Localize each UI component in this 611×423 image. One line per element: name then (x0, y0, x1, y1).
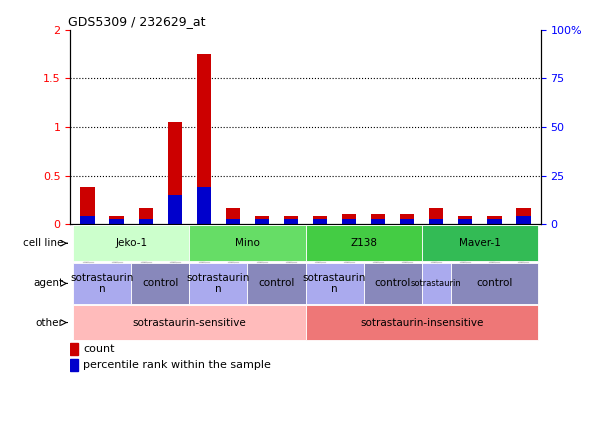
Bar (306, 225, 422, 261)
Bar (70, 359, 78, 371)
Bar (109, 217, 124, 224)
Text: GSM1044974: GSM1044974 (373, 226, 382, 286)
Bar (458, 217, 472, 224)
Text: GSM1044972: GSM1044972 (287, 226, 296, 286)
Bar (139, 220, 153, 224)
Bar (429, 208, 444, 224)
Text: GSM1044969: GSM1044969 (112, 226, 121, 287)
Bar (167, 195, 182, 224)
Text: control: control (476, 278, 513, 288)
Text: GSM1044981: GSM1044981 (461, 226, 470, 287)
Bar (400, 220, 414, 224)
Text: GSM1044978: GSM1044978 (490, 226, 499, 287)
Bar (458, 220, 472, 224)
Text: GSM1044966: GSM1044966 (141, 226, 150, 287)
Text: GSM1044979: GSM1044979 (432, 226, 441, 287)
Bar (70, 343, 78, 355)
Text: GSM1044968: GSM1044968 (170, 226, 179, 287)
Text: GSM1044971: GSM1044971 (199, 226, 208, 287)
Bar (73, 225, 189, 261)
Bar (342, 220, 356, 224)
Text: GSM1044977: GSM1044977 (345, 226, 354, 287)
Text: GDS5309 / 232629_at: GDS5309 / 232629_at (68, 16, 205, 28)
Bar (313, 220, 327, 224)
Text: GSM1044967: GSM1044967 (83, 226, 92, 287)
Bar (284, 217, 298, 224)
Bar (73, 263, 131, 304)
Bar (306, 305, 538, 340)
Bar (225, 208, 240, 224)
Bar (197, 187, 211, 224)
Bar (342, 214, 356, 224)
Text: agent: agent (34, 278, 64, 288)
Text: Z138: Z138 (350, 238, 377, 248)
Bar (284, 220, 298, 224)
Text: sotrastaurin: sotrastaurin (411, 279, 461, 288)
Text: sotrastaurin
n: sotrastaurin n (187, 272, 250, 294)
Text: sotrastaurin
n: sotrastaurin n (70, 272, 134, 294)
Text: control: control (258, 278, 295, 288)
Text: count: count (83, 344, 115, 354)
Bar (364, 263, 422, 304)
Bar (255, 220, 269, 224)
Bar (131, 263, 189, 304)
Text: Mino: Mino (235, 238, 260, 248)
Text: other: other (35, 318, 64, 327)
Text: percentile rank within the sample: percentile rank within the sample (83, 360, 271, 370)
Bar (81, 217, 95, 224)
Bar (371, 214, 386, 224)
Text: GSM1044976: GSM1044976 (403, 226, 412, 287)
Bar (487, 217, 502, 224)
Bar (109, 220, 124, 224)
Text: sotrastaurin-sensitive: sotrastaurin-sensitive (133, 318, 246, 327)
Bar (371, 220, 386, 224)
Text: control: control (375, 278, 411, 288)
Bar (422, 263, 451, 304)
Text: sotrastaurin
n: sotrastaurin n (303, 272, 366, 294)
Bar (255, 217, 269, 224)
Text: Jeko-1: Jeko-1 (115, 238, 147, 248)
Bar (516, 217, 530, 224)
Text: control: control (142, 278, 178, 288)
Bar (400, 214, 414, 224)
Bar (189, 225, 306, 261)
Bar (306, 263, 364, 304)
Bar (189, 263, 247, 304)
Bar (451, 263, 538, 304)
Text: GSM1044973: GSM1044973 (229, 226, 238, 287)
Bar (225, 220, 240, 224)
Text: cell line: cell line (23, 238, 64, 248)
Bar (247, 263, 306, 304)
Bar (139, 208, 153, 224)
Bar (313, 217, 327, 224)
Text: GSM1044980: GSM1044980 (519, 226, 528, 287)
Bar (73, 305, 306, 340)
Text: GSM1044970: GSM1044970 (257, 226, 266, 287)
Bar (429, 220, 444, 224)
Text: sotrastaurin-insensitive: sotrastaurin-insensitive (360, 318, 483, 327)
Bar (516, 208, 530, 224)
Bar (422, 225, 538, 261)
Bar (487, 220, 502, 224)
Bar (197, 54, 211, 224)
Text: Maver-1: Maver-1 (459, 238, 500, 248)
Bar (167, 122, 182, 224)
Text: GSM1044975: GSM1044975 (315, 226, 324, 287)
Bar (81, 187, 95, 224)
